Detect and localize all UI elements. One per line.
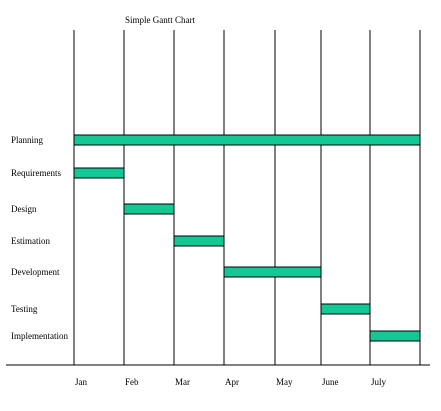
task-label-5: Testing — [11, 304, 38, 314]
task-label-4: Development — [11, 267, 60, 277]
task-bars — [73, 134, 421, 342]
task-bar-2 — [123, 203, 175, 215]
month-label-4: May — [276, 377, 293, 387]
task-bar-5 — [320, 303, 371, 315]
month-label-5: June — [322, 377, 339, 387]
month-label-3: Apr — [225, 377, 239, 387]
task-bar-4 — [223, 266, 322, 278]
month-label-6: July — [371, 377, 387, 387]
task-bar-3 — [173, 235, 225, 247]
task-bar-6 — [369, 330, 421, 342]
chart-title: Simple Gantt Chart — [125, 15, 195, 25]
task-labels: Planning Requirements Design Estimation Deve… — [11, 135, 68, 341]
month-label-0: Jan — [75, 377, 87, 387]
month-labels: Jan Feb Mar Apr May June July — [75, 377, 387, 387]
month-label-2: Mar — [175, 377, 190, 387]
task-bar-0 — [73, 134, 421, 146]
task-label-0: Planning — [11, 135, 44, 145]
month-gridlines — [73, 30, 421, 365]
task-bar-1 — [73, 167, 125, 179]
task-label-3: Estimation — [11, 236, 50, 246]
task-label-1: Requirements — [11, 168, 61, 178]
task-label-2: Design — [11, 204, 37, 214]
task-label-6: Implementation — [11, 331, 68, 341]
month-label-1: Feb — [125, 377, 139, 387]
